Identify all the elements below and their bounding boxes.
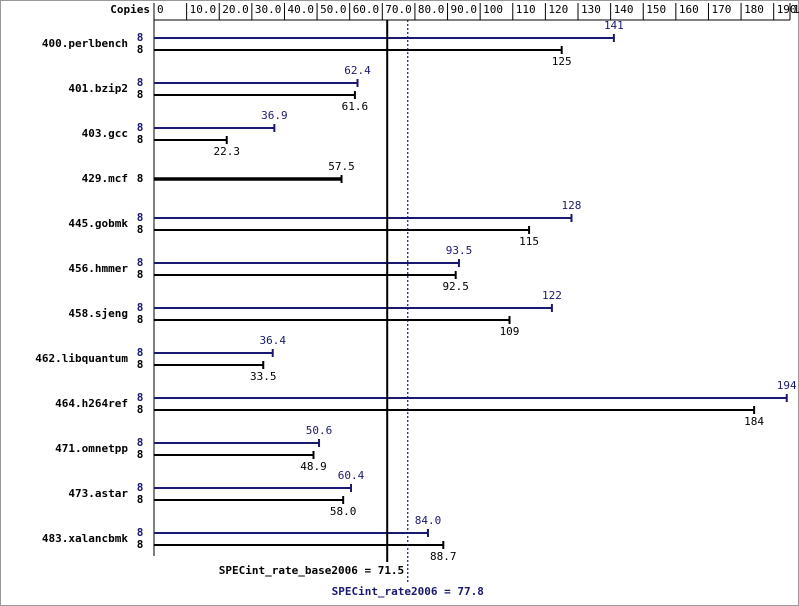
x-tick-label: 190 (777, 3, 797, 16)
copies-label: 8 (137, 211, 144, 224)
x-tick-label: 195 (793, 3, 799, 16)
reference-label: SPECint_rate2006 = 77.8 (332, 585, 484, 598)
reference-label: SPECint_rate_base2006 = 71.5 (219, 564, 404, 577)
copies-label: 8 (137, 313, 144, 326)
copies-label: 8 (137, 493, 144, 506)
value-label: 88.7 (430, 550, 457, 563)
value-label: 36.9 (261, 109, 288, 122)
category-label: 456.hmmer (68, 262, 128, 275)
value-label: 141 (604, 19, 624, 32)
copies-label: 8 (137, 481, 144, 494)
copies-label: 8 (137, 133, 144, 146)
category-label: 445.gobmk (68, 217, 128, 230)
x-tick-label: 150 (646, 3, 666, 16)
copies-label: 8 (137, 403, 144, 416)
x-tick-label: 30.0 (255, 3, 282, 16)
value-label: 36.4 (259, 334, 286, 347)
value-label: 184 (744, 415, 764, 428)
copies-label: 8 (137, 526, 144, 539)
copies-label: 8 (137, 223, 144, 236)
x-tick-label: 70.0 (385, 3, 412, 16)
value-label: 48.9 (300, 460, 327, 473)
value-label: 61.6 (342, 100, 369, 113)
category-label: 471.omnetpp (55, 442, 128, 455)
value-label: 115 (519, 235, 539, 248)
category-label: 483.xalancbmk (42, 532, 128, 545)
x-tick-label: 140 (614, 3, 634, 16)
copies-label: 8 (137, 256, 144, 269)
category-label: 458.sjeng (68, 307, 128, 320)
value-label: 50.6 (306, 424, 333, 437)
copies-label: 8 (137, 346, 144, 359)
copies-label: 8 (137, 448, 144, 461)
value-label: 33.5 (250, 370, 277, 383)
x-tick-label: 110 (516, 3, 536, 16)
category-label: 462.libquantum (35, 352, 128, 365)
x-tick-label: 20.0 (222, 3, 249, 16)
value-label: 93.5 (446, 244, 473, 257)
value-label: 128 (562, 199, 582, 212)
value-label: 22.3 (213, 145, 240, 158)
value-label: 194 (777, 379, 797, 392)
copies-label: 8 (137, 301, 144, 314)
value-label: 57.5 (328, 160, 355, 173)
x-tick-label: 10.0 (190, 3, 217, 16)
value-label: 122 (542, 289, 562, 302)
x-tick-label: 60.0 (353, 3, 380, 16)
category-label: 464.h264ref (55, 397, 128, 410)
copies-label: 8 (137, 436, 144, 449)
x-tick-label: 50.0 (320, 3, 347, 16)
value-label: 109 (500, 325, 520, 338)
value-label: 58.0 (330, 505, 357, 518)
x-tick-label: 180 (744, 3, 764, 16)
copies-label: 8 (137, 121, 144, 134)
copies-label: 8 (137, 538, 144, 551)
x-tick-label: 120 (548, 3, 568, 16)
category-label: 400.perlbench (42, 37, 128, 50)
category-label: 473.astar (68, 487, 128, 500)
copies-label: 8 (137, 88, 144, 101)
copies-label: 8 (137, 76, 144, 89)
value-label: 125 (552, 55, 572, 68)
x-tick-label: 130 (581, 3, 601, 16)
category-label: 401.bzip2 (68, 82, 128, 95)
copies-label: 8 (137, 358, 144, 371)
copies-label: 8 (137, 391, 144, 404)
x-axis-label: Copies (110, 3, 150, 16)
x-tick-label: 40.0 (287, 3, 314, 16)
category-label: 429.mcf (82, 172, 128, 185)
value-label: 60.4 (338, 469, 365, 482)
value-label: 62.4 (344, 64, 371, 77)
x-tick-label: 0 (157, 3, 164, 16)
x-tick-label: 160 (679, 3, 699, 16)
copies-label: 8 (137, 268, 144, 281)
value-label: 84.0 (415, 514, 442, 527)
copies-label: 8 (137, 172, 144, 185)
value-label: 92.5 (442, 280, 469, 293)
x-tick-label: 90.0 (451, 3, 478, 16)
x-tick-label: 100 (483, 3, 503, 16)
x-tick-label: 170 (711, 3, 731, 16)
copies-label: 8 (137, 43, 144, 56)
category-label: 403.gcc (82, 127, 128, 140)
copies-label: 8 (137, 31, 144, 44)
x-tick-label: 80.0 (418, 3, 445, 16)
